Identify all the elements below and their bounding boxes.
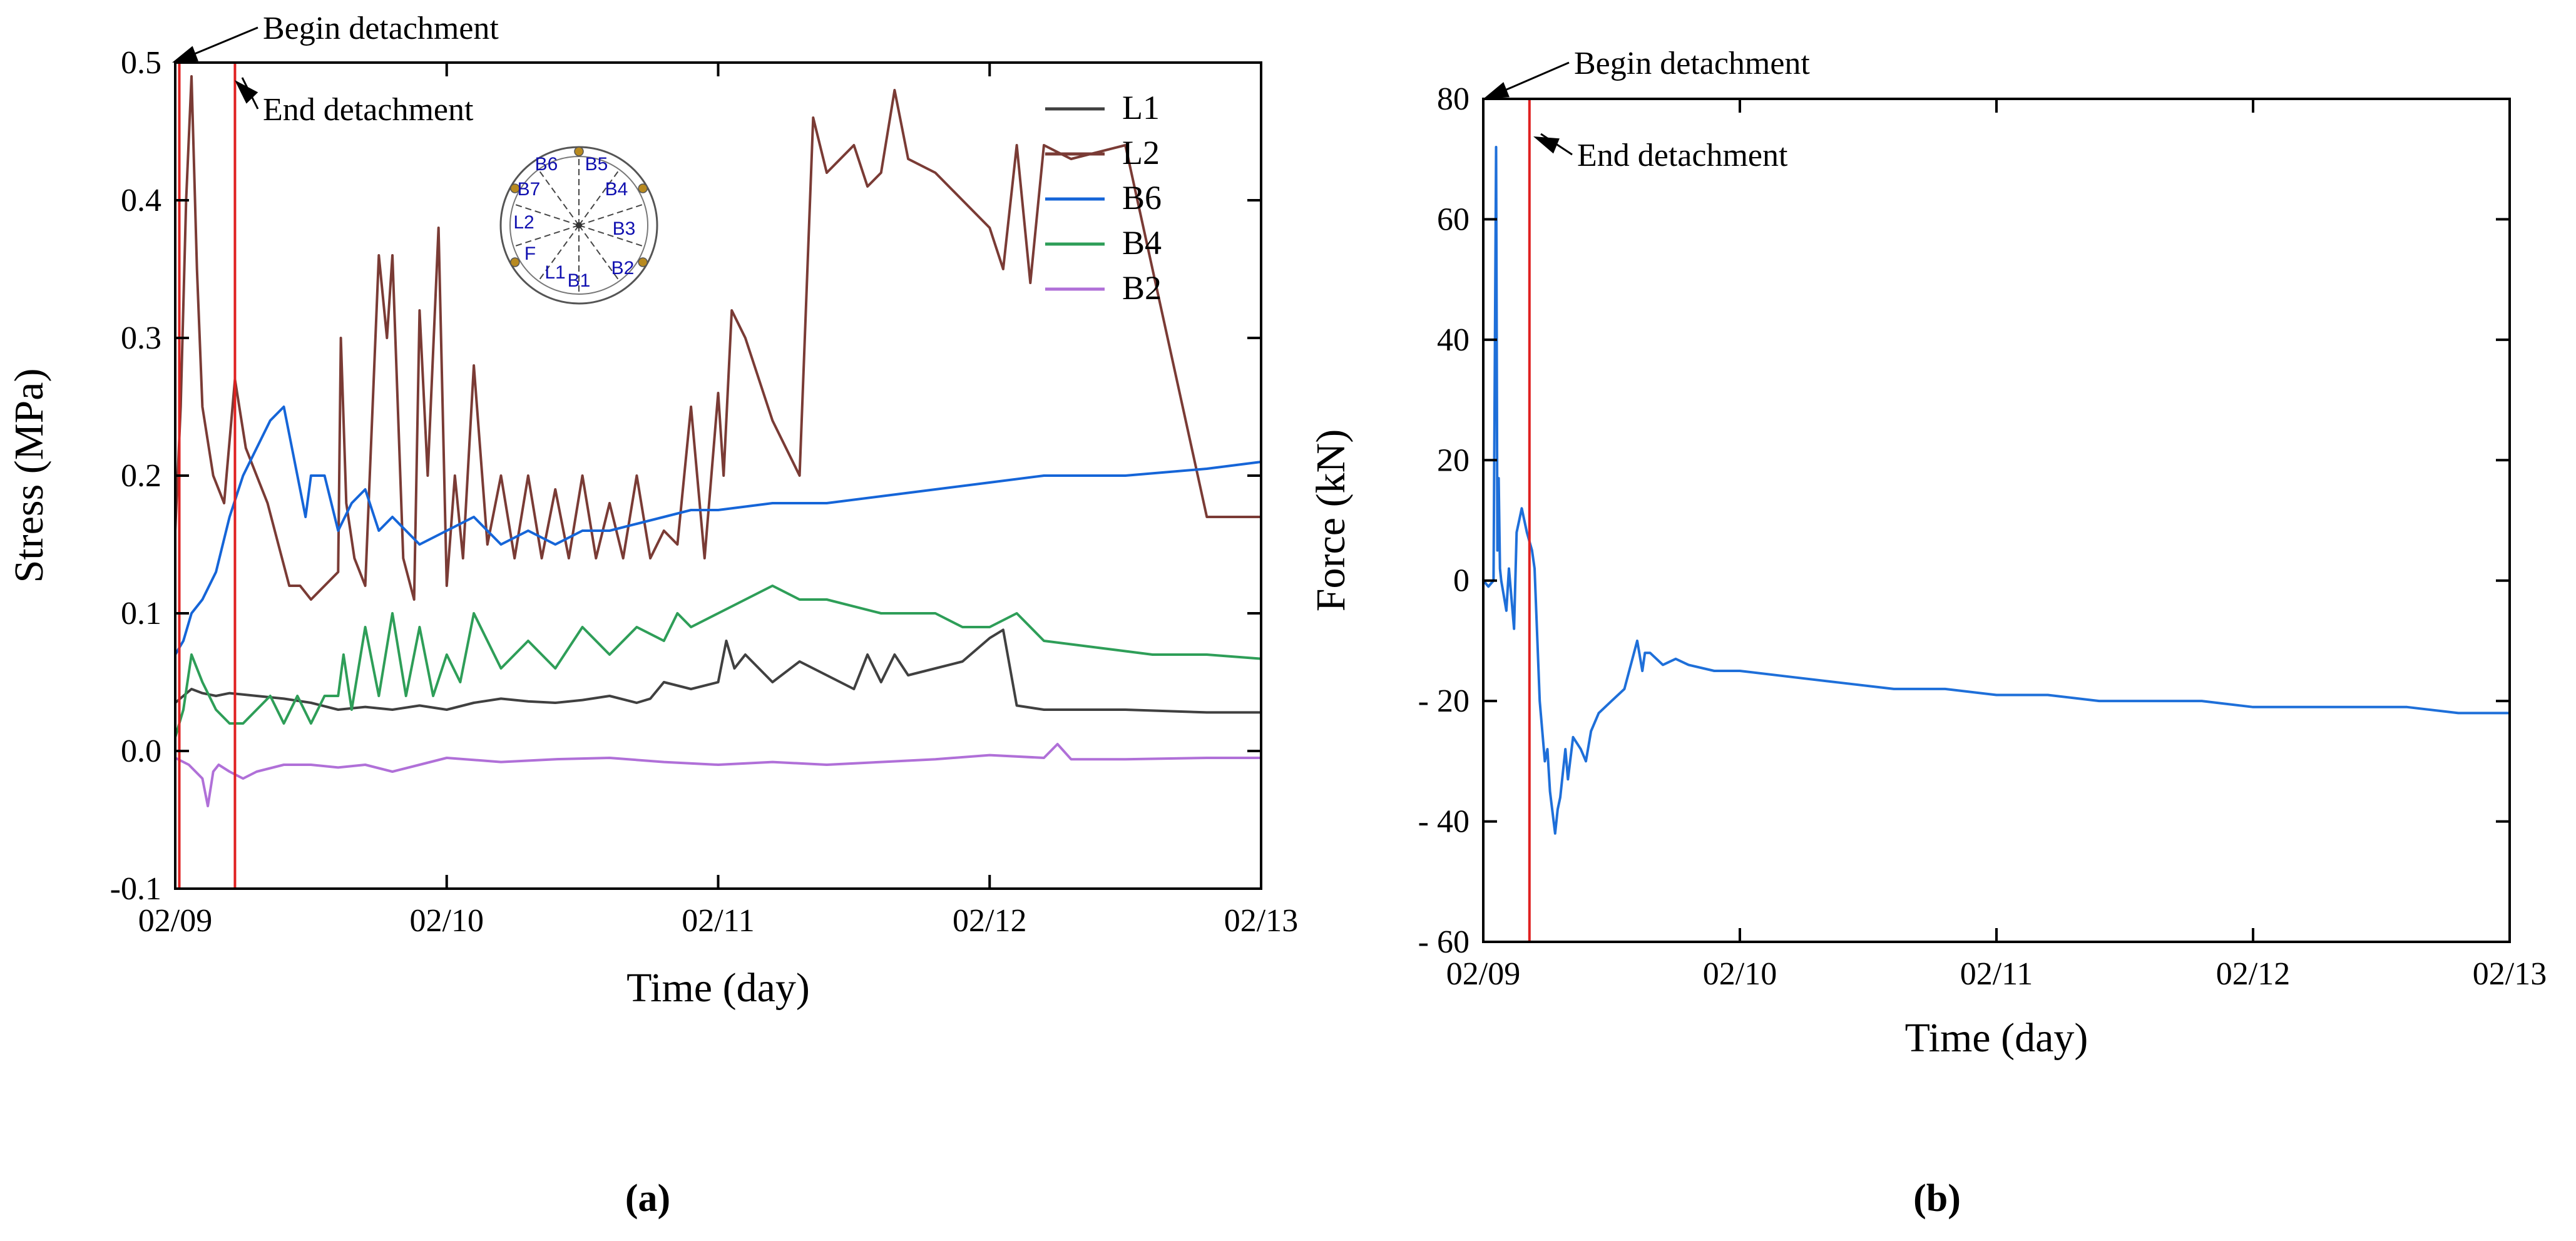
inset-label-b6: B6 (535, 154, 558, 175)
inset-spoke (538, 169, 580, 226)
series-line-b4 (174, 585, 1262, 738)
x-tick-label: 02/09 (138, 903, 212, 939)
series-line-force (1482, 146, 2510, 835)
inset-label-l2: L2 (513, 212, 534, 233)
y-tick-label: 60 (1437, 202, 1469, 237)
inset-spoke (513, 203, 580, 226)
x-tick-label: 02/12 (953, 903, 1026, 939)
inset-spoke (538, 225, 580, 282)
series-line-l1 (174, 628, 1261, 714)
inset-bolt-dot (510, 183, 520, 193)
plot-frame (1482, 98, 2511, 943)
y-tick-label: 40 (1437, 322, 1469, 358)
inset-label-l1: L1 (544, 262, 565, 283)
x-tick-label: 02/11 (1960, 956, 2033, 992)
series-line-b6 (174, 406, 1262, 656)
x-tick-label: 02/10 (1703, 956, 1777, 992)
y-tick-label: 0.1 (121, 596, 161, 631)
y-axis-label: Stress (MPa) (6, 369, 52, 583)
x-axis-label: Time (day) (626, 965, 810, 1011)
legend-label-b4: B4 (1122, 224, 1162, 262)
series-line-b2 (175, 743, 1261, 807)
x-tick-label: 02/11 (682, 903, 755, 939)
begin-detachment-arrowhead (172, 46, 198, 63)
panel-a-chart: 02/09 02/10 02/11 02/12 02/13 -0.1 0.0 0.1 0.2 0.… (6, 11, 1298, 1011)
y-tick-label: 0.4 (121, 183, 161, 218)
begin-detachment-arrowhead (1483, 82, 1510, 99)
end-detachment-arrowhead (1533, 136, 1560, 154)
inset-label-b1: B1 (568, 270, 591, 291)
y-tick-label: 0.0 (121, 733, 161, 769)
y-tick-label: 0.5 (121, 45, 161, 81)
y-tick-label: 0.2 (121, 458, 161, 494)
y-tick-label: 0.3 (121, 320, 161, 356)
y-tick-label: -0.1 (110, 871, 161, 907)
inset-bolt-dot (638, 257, 648, 267)
inset-spoke (578, 225, 645, 247)
sensor-layout-inset: B6 B5 B7 B4 B3 L2 F L1 B1 B2 (499, 146, 658, 305)
inset-spoke (578, 203, 645, 226)
end-detachment-annotation: End detachment (1577, 138, 1788, 173)
legend-label-b6: B6 (1122, 179, 1162, 217)
panel-b-chart: 02/09 02/10 02/11 02/12 02/13 - 60 - 40 - 20 0 20… (1308, 46, 2547, 1061)
begin-detachment-annotation: Begin detachment (263, 11, 499, 46)
inset-label-b7: B7 (518, 179, 541, 200)
inset-bolt-dot (638, 183, 648, 193)
inset-label-b2: B2 (611, 258, 635, 278)
inset-label-b4: B4 (605, 179, 628, 200)
inset-label-b5: B5 (585, 154, 608, 175)
y-tick-label: 20 (1437, 442, 1469, 478)
end-detachment-annotation: End detachment (263, 92, 474, 128)
inset-spokes (513, 156, 645, 294)
y-tick-label: 0 (1453, 563, 1469, 599)
begin-detachment-annotation: Begin detachment (1574, 46, 1810, 81)
inset-inner-ring (509, 156, 648, 295)
inset-labels: B6 B5 B7 B4 B3 L2 F L1 B1 B2 (513, 154, 635, 291)
inset-bolt-dots (510, 146, 648, 267)
inset-label-b3: B3 (613, 218, 636, 239)
x-axis-label: Time (day) (1905, 1015, 2088, 1061)
legend-label-l1: L1 (1122, 89, 1160, 126)
y-axis-label: Force (kN) (1308, 429, 1354, 611)
legend-label-b2: B2 (1122, 269, 1162, 307)
inset-bolt-dot (510, 257, 520, 267)
legend-label-l2: L2 (1122, 134, 1160, 171)
y-tick-label: - 20 (1418, 683, 1469, 719)
series-line-l2 (174, 75, 1261, 601)
inset-center-dot (576, 222, 582, 228)
inset-spoke (578, 225, 620, 282)
panel-b-label: (b) (1913, 1177, 1961, 1220)
panel-a-label: (a) (625, 1177, 670, 1220)
y-tick-label: 80 (1437, 81, 1469, 117)
end-detachment-arrowhead (235, 80, 258, 104)
x-tick-label: 02/12 (2216, 956, 2290, 992)
x-tick-label: 02/13 (2473, 956, 2547, 992)
inset-spoke (578, 169, 620, 226)
inset-bolt-dot (574, 146, 584, 156)
x-tick-label: 02/13 (1224, 903, 1298, 939)
inset-spoke (513, 225, 580, 247)
x-tick-label: 02/10 (410, 903, 484, 939)
x-tick-label: 02/09 (1446, 956, 1520, 992)
y-tick-label: - 40 (1418, 804, 1469, 840)
inset-label-f: F (524, 243, 536, 264)
y-tick-label: - 60 (1418, 924, 1469, 960)
